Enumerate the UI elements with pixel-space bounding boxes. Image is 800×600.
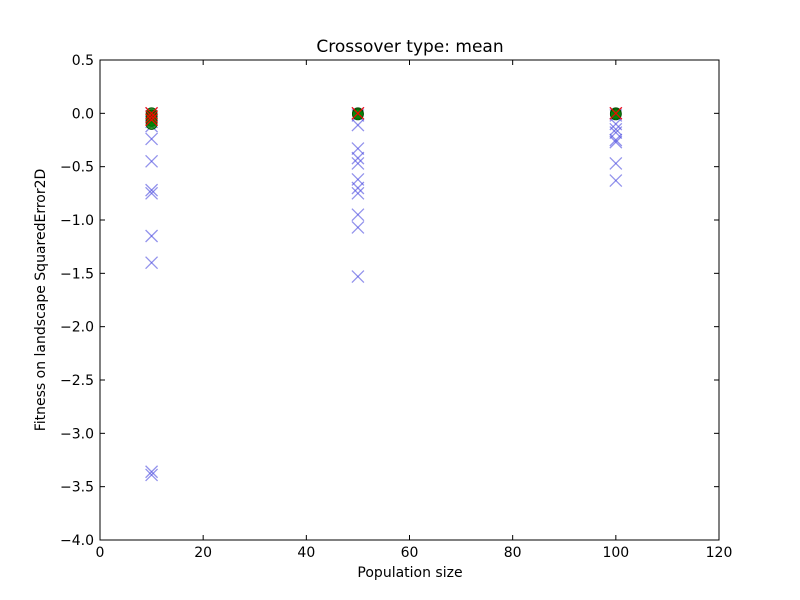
y-tick-label: −0.5 — [60, 160, 94, 176]
data-point — [351, 181, 365, 195]
y-tick-label: −2.0 — [60, 320, 94, 336]
x-tick-label: 60 — [401, 545, 419, 561]
data-point — [145, 183, 159, 197]
data-point — [609, 108, 622, 121]
y-tick-label: −3.0 — [60, 426, 94, 442]
chart-title: Crossover type: mean — [316, 37, 503, 57]
data-point — [145, 106, 159, 120]
data-point — [351, 106, 365, 120]
y-tick-label: −4.0 — [60, 533, 94, 549]
x-tick-label: 0 — [96, 545, 105, 561]
data-point — [145, 154, 159, 168]
y-axis: 0.5 0.0 −0.5 −1.0 −1.5 −2.0 −2.5 −3.0 −3.5 −4.0 — [60, 53, 719, 549]
y-tick-label: −1.5 — [60, 266, 94, 282]
x-tick-label: 40 — [297, 545, 315, 561]
x-tick-label: 80 — [504, 545, 522, 561]
x-tick-label: 100 — [602, 545, 629, 561]
data-point — [609, 174, 623, 187]
data-marks — [145, 106, 623, 482]
data-point — [145, 468, 159, 482]
y-tick-label: −3.5 — [60, 480, 94, 496]
data-point — [609, 122, 623, 136]
data-point — [351, 270, 365, 283]
x-tick-label: 120 — [706, 545, 733, 561]
data-point — [351, 208, 365, 222]
data-point — [351, 157, 365, 170]
x-axis-label: Population size — [357, 565, 462, 581]
data-point — [352, 108, 364, 121]
data-point — [145, 113, 159, 127]
series-2 — [145, 106, 623, 127]
data-point — [145, 465, 159, 479]
data-point — [145, 186, 159, 200]
data-point — [145, 110, 159, 123]
data-point — [609, 106, 623, 120]
plot-area — [100, 60, 719, 540]
data-point — [145, 229, 159, 243]
data-point — [351, 151, 365, 165]
y-tick-label: −1.0 — [60, 213, 94, 229]
y-axis-label: Fitness on landscape SquaredError2D — [33, 169, 49, 432]
data-point — [145, 118, 158, 130]
x-tick-label: 20 — [194, 545, 212, 561]
data-point — [351, 186, 365, 200]
x-axis: 0 20 40 60 80 100 120 — [96, 60, 733, 561]
data-point — [609, 135, 623, 149]
data-point — [145, 256, 159, 270]
data-point — [145, 132, 159, 146]
y-tick-label: 0.5 — [72, 53, 94, 69]
data-point — [609, 157, 623, 170]
data-point — [351, 221, 365, 234]
data-point — [351, 118, 365, 132]
data-point — [351, 142, 365, 155]
data-point — [609, 133, 623, 147]
y-tick-label: 0.0 — [72, 106, 94, 122]
y-tick-label: −2.5 — [60, 373, 94, 389]
